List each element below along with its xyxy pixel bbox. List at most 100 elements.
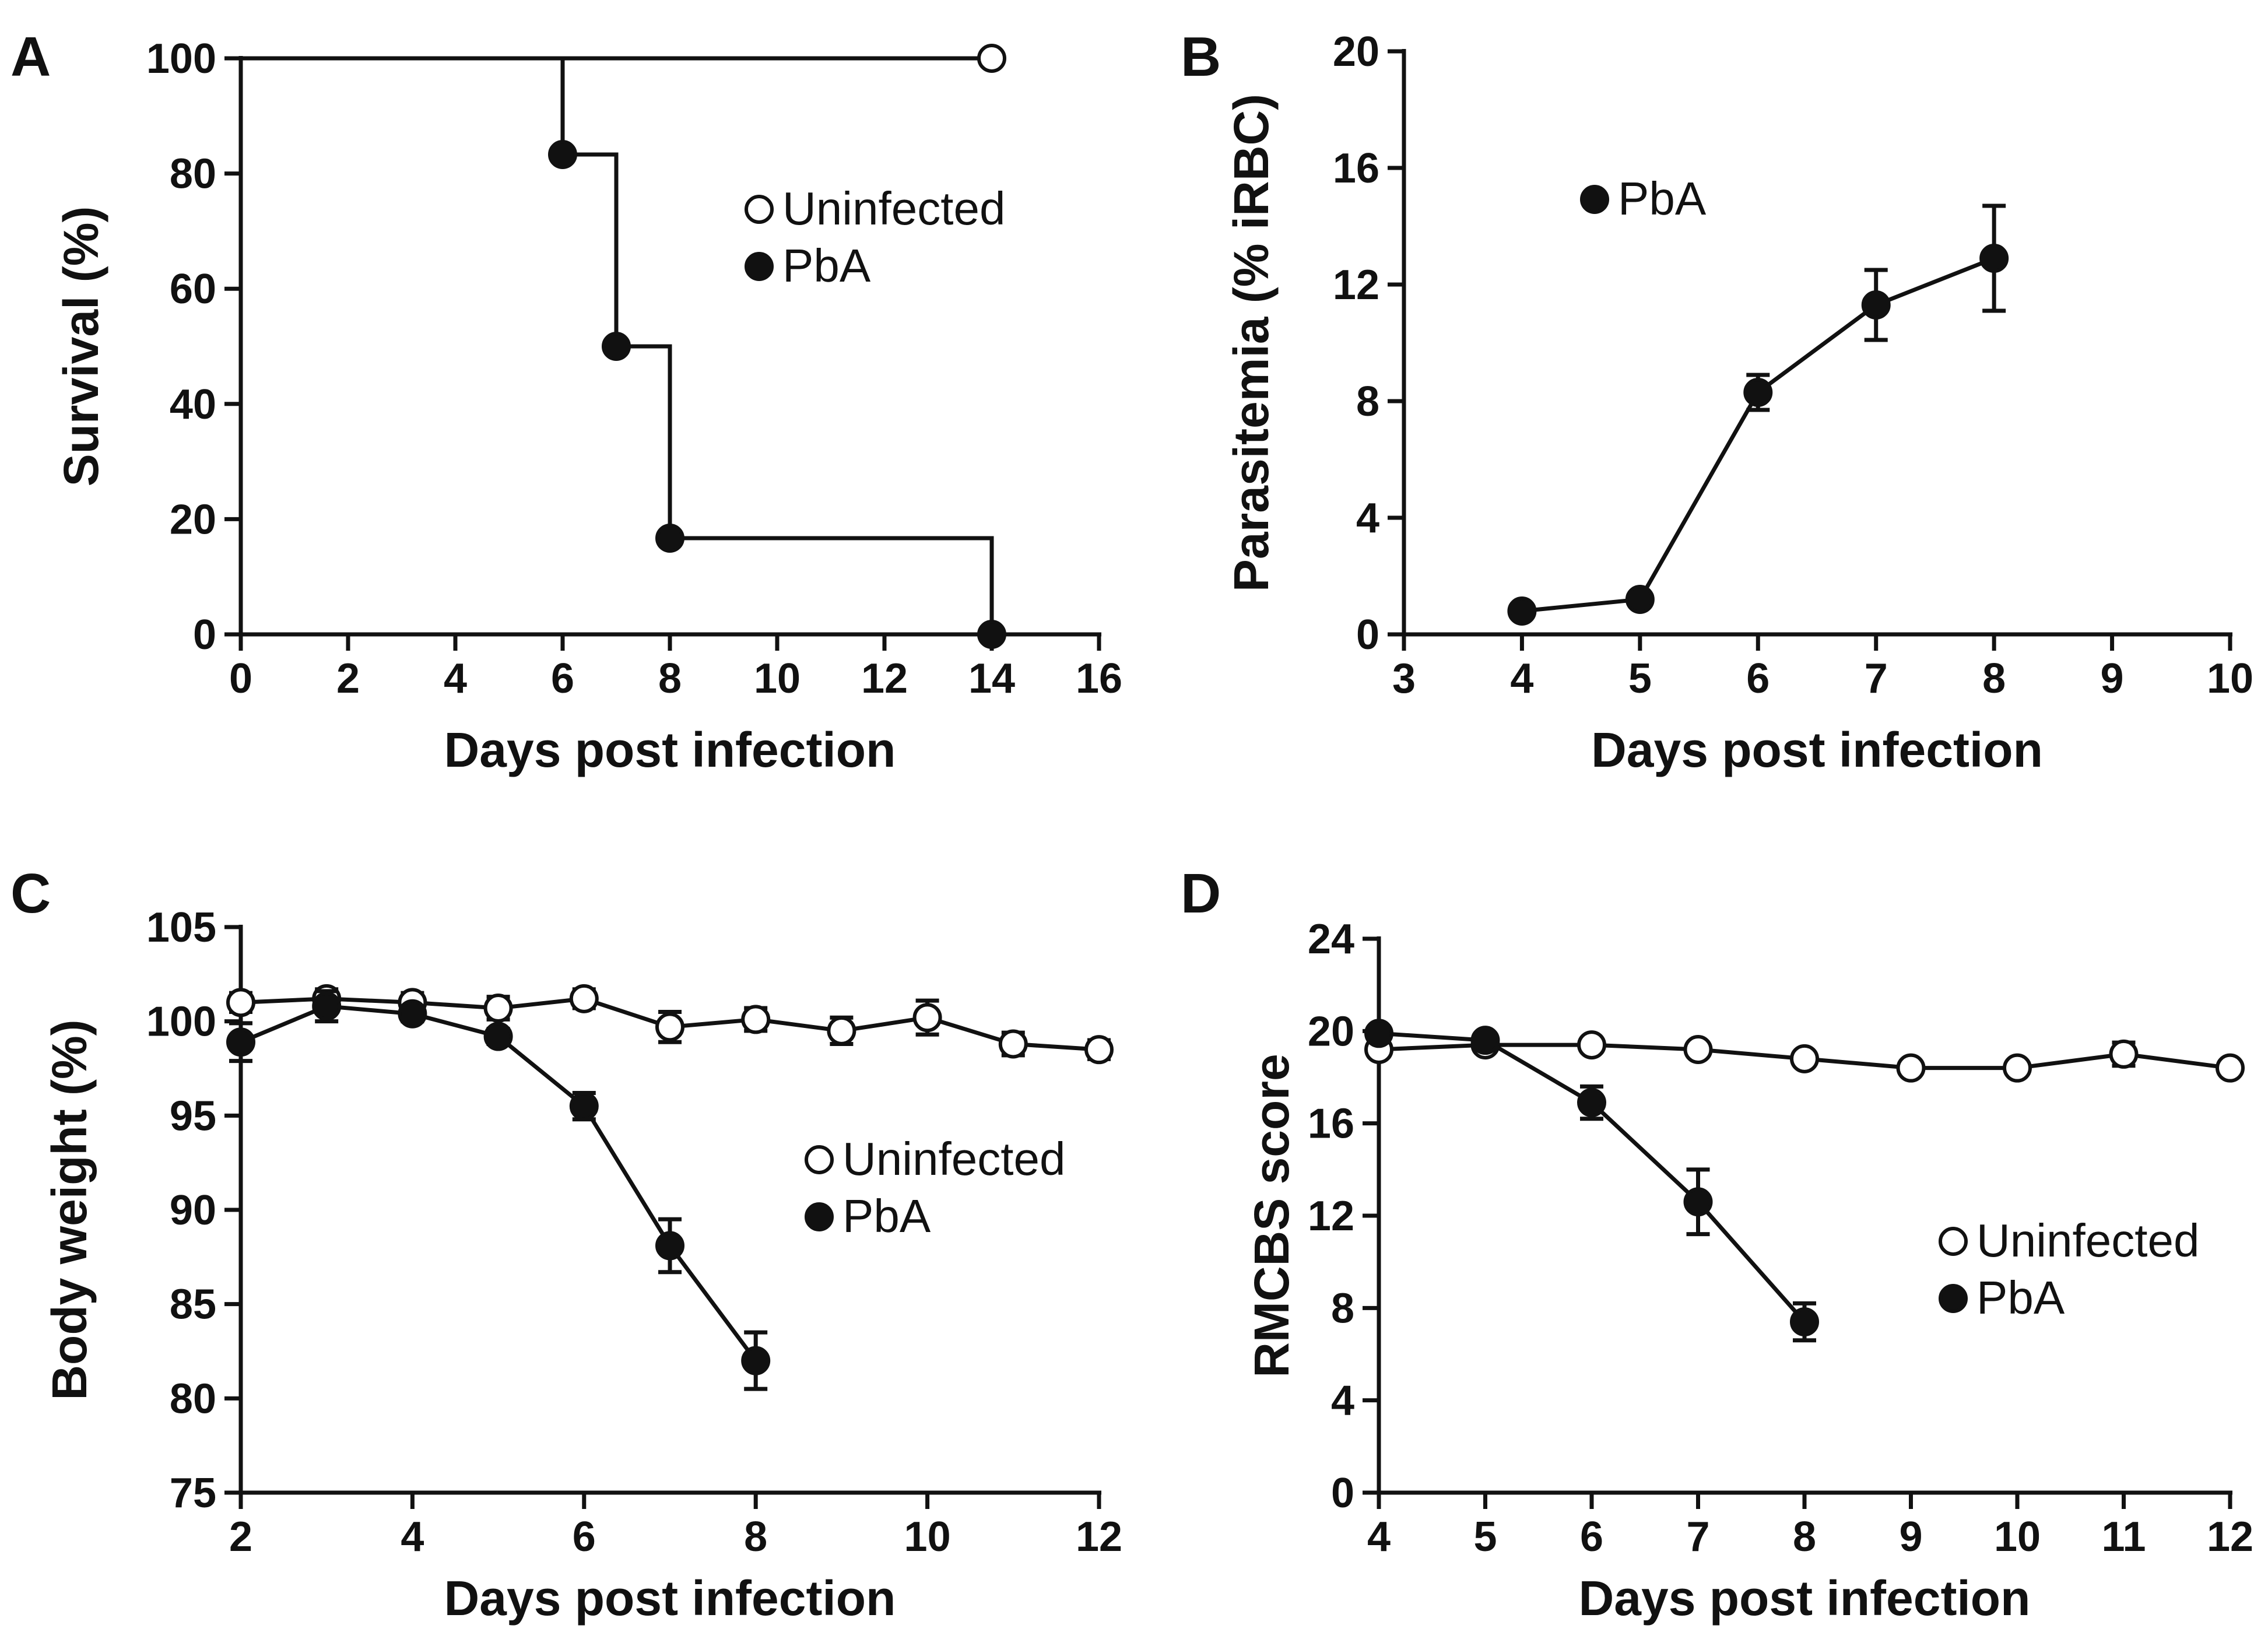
- x-tick-label: 9: [2101, 655, 2124, 702]
- y-tick-label: 90: [170, 1187, 216, 1234]
- y-axis-title: Survival (%): [54, 206, 108, 487]
- panel-letter-a: A: [10, 26, 51, 88]
- x-tick-label: 12: [861, 655, 908, 702]
- y-tick-label: 20: [1333, 29, 1379, 75]
- x-axis-title: Days post infection: [1579, 1571, 2031, 1626]
- x-tick-label: 6: [573, 1514, 596, 1560]
- x-tick-label: 10: [904, 1514, 951, 1560]
- data-point-pba: [977, 620, 1006, 649]
- x-tick-label: 6: [551, 655, 574, 702]
- data-point-uninfected: [2109, 1039, 2139, 1069]
- x-tick-label: 4: [1510, 655, 1533, 702]
- x-axis-title: Days post infection: [1591, 722, 2043, 777]
- legend-marker-pba: [1580, 185, 1609, 214]
- y-tick-label: 95: [170, 1093, 216, 1139]
- data-point-pba: [1979, 244, 2009, 273]
- y-tick-label: 12: [1333, 262, 1379, 308]
- series-pba: [226, 989, 771, 1391]
- data-point-pba: [1364, 1019, 1393, 1048]
- data-point-uninfected: [1790, 1044, 1819, 1073]
- series-pba: [241, 56, 1006, 649]
- data-point-uninfected: [483, 994, 513, 1023]
- data-point-pba: [1470, 1026, 1500, 1055]
- panel-c: C 75 80 85 90 95 100 105 2 4 6 8 10 12 Days post infec…: [10, 862, 1122, 1626]
- x-tick-label: 3: [1392, 655, 1416, 702]
- data-point-uninfected: [655, 1012, 684, 1042]
- legend: PbA: [1580, 173, 1707, 224]
- legend-marker-pba: [1939, 1284, 1968, 1313]
- y-tick-label: 100: [146, 999, 216, 1045]
- x-tick-label: 2: [336, 655, 360, 702]
- data-point-pba: [655, 524, 684, 553]
- data-point-pba: [483, 1022, 513, 1051]
- x-tick-label: 14: [968, 655, 1015, 702]
- x-tick-label: 5: [1473, 1514, 1497, 1560]
- panel-a: A 0 20 40 60 80 100 0 2 4 6 8 10 12 14 16 Days post infe…: [10, 26, 1122, 777]
- x-tick-label: 4: [401, 1514, 424, 1560]
- y-tick-label: 80: [170, 1375, 216, 1422]
- panel-letter-d: D: [1181, 862, 1221, 925]
- legend-label-pba: PbA: [1976, 1272, 2065, 1324]
- x-tick-label: 8: [1793, 1514, 1816, 1560]
- y-tick-label: 40: [170, 381, 216, 428]
- data-point-uninfected: [741, 1005, 771, 1034]
- series-line-pba: [1378, 1031, 1806, 1324]
- x-tick-label: 8: [658, 655, 682, 702]
- x-tick-label: 10: [754, 655, 801, 702]
- data-point-pba: [1743, 378, 1773, 407]
- legend-marker-uninfected: [1939, 1227, 1968, 1256]
- data-point-uninfected: [1577, 1030, 1606, 1060]
- y-tick-label: 12: [1308, 1193, 1354, 1240]
- y-tick-label: 100: [146, 36, 216, 82]
- data-point-pba: [1683, 1187, 1713, 1217]
- x-tick-label: 7: [1865, 655, 1888, 702]
- x-tick-label: 6: [1746, 655, 1770, 702]
- x-tick-label: 8: [744, 1514, 767, 1560]
- y-tick-label: 85: [170, 1282, 216, 1328]
- data-point-pba: [602, 332, 631, 361]
- y-tick-label: 8: [1331, 1285, 1354, 1332]
- x-tick-label: 2: [229, 1514, 252, 1560]
- series-uninfected: [226, 984, 1114, 1065]
- data-point-uninfected: [2003, 1053, 2032, 1083]
- data-point-pba: [398, 999, 427, 1029]
- data-point-uninfected: [569, 984, 599, 1013]
- y-tick-label: 0: [193, 612, 216, 658]
- x-tick-label: 12: [1076, 1514, 1122, 1560]
- y-tick-label: 20: [170, 496, 216, 543]
- legend-label-pba: PbA: [782, 240, 871, 292]
- legend-label-uninfected: Uninfected: [782, 182, 1005, 234]
- legend-marker-pba: [805, 1202, 834, 1231]
- data-point-uninfected: [998, 1029, 1028, 1059]
- data-point-pba: [655, 1231, 684, 1261]
- y-axis-title: RMCBS score: [1244, 1054, 1299, 1377]
- x-tick-label: 5: [1628, 655, 1652, 702]
- x-tick-label: 6: [1580, 1514, 1603, 1560]
- data-point-uninfected: [912, 1003, 942, 1033]
- y-tick-label: 0: [1331, 1470, 1354, 1517]
- x-tick-label: 10: [1994, 1514, 2041, 1560]
- panel-b: B 0 4 8 12 16 20 3 4 5 6 7 8 9 10 Days post infection Pa…: [1181, 26, 2253, 777]
- data-point-uninfected: [1683, 1035, 1713, 1064]
- data-point-pba: [1861, 290, 1891, 320]
- data-point-pba: [1507, 596, 1537, 626]
- y-tick-label: 105: [146, 904, 216, 951]
- y-tick-label: 75: [170, 1470, 216, 1517]
- x-tick-label: 10: [2207, 655, 2253, 702]
- x-tick-label: 0: [229, 655, 252, 702]
- y-tick-label: 4: [1331, 1378, 1354, 1424]
- legend-marker-uninfected: [805, 1145, 834, 1174]
- x-tick-label: 9: [1899, 1514, 1922, 1560]
- legend-marker-pba: [745, 252, 774, 281]
- y-tick-label: 8: [1356, 378, 1379, 425]
- x-tick-label: 8: [1982, 655, 2006, 702]
- y-tick-label: 4: [1356, 495, 1379, 542]
- legend: Uninfected PbA: [1939, 1215, 2199, 1324]
- data-point-pba: [1625, 585, 1655, 614]
- y-tick-label: 0: [1356, 612, 1379, 658]
- y-tick-label: 16: [1333, 145, 1379, 192]
- y-tick-label: 20: [1308, 1008, 1354, 1055]
- y-tick-label: 24: [1308, 916, 1354, 963]
- legend: Uninfected PbA: [745, 182, 1005, 292]
